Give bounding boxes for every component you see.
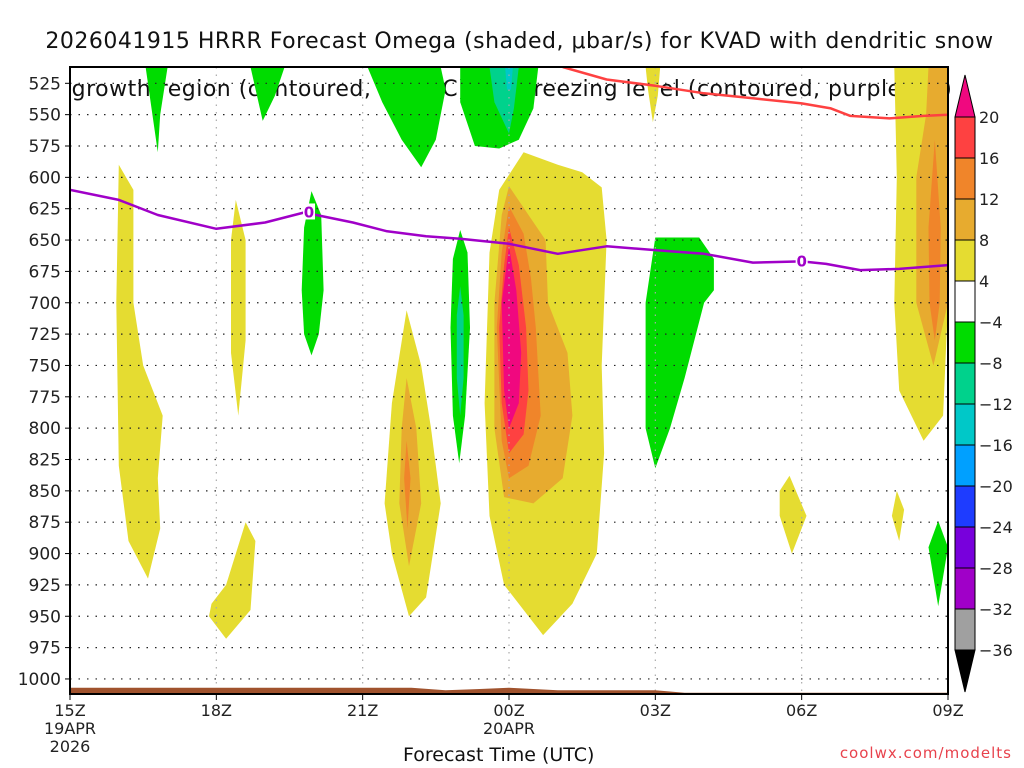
colorbar-label: −16 — [979, 436, 1013, 455]
colorbar-label: −8 — [979, 354, 1003, 373]
omega-region-15 — [399, 378, 422, 567]
colorbar-bin-13 — [954, 608, 976, 651]
omega-region-12 — [231, 199, 246, 416]
omega-region-2 — [367, 67, 446, 168]
y-tick-label: 900 — [29, 545, 61, 565]
colorbar-bin-9 — [954, 444, 976, 487]
y-tick-label: 575 — [29, 137, 61, 157]
colorbar-bin-2 — [954, 157, 976, 200]
y-tick-label: 975 — [29, 639, 61, 659]
y-tick-label: 675 — [29, 262, 61, 282]
colorbar-label: −24 — [979, 518, 1013, 537]
omega-region-21 — [501, 246, 522, 429]
colorbar-label: −4 — [979, 313, 1003, 332]
colorbar-top-arrow — [954, 74, 976, 118]
colorbar-label: 8 — [979, 231, 989, 250]
y-tick-label: 875 — [29, 513, 61, 533]
omega-region-27 — [891, 490, 905, 541]
colorbar-label: −28 — [979, 559, 1013, 578]
colorbar-bin-8 — [954, 403, 976, 446]
omega-region-10 — [928, 520, 948, 607]
freezing-label-bg-1 — [795, 252, 808, 269]
y-tick-label: 700 — [29, 294, 61, 314]
x-tick-label: 15Z — [54, 701, 85, 720]
colorbar-label: 4 — [979, 272, 989, 291]
colorbar-label: −12 — [979, 395, 1013, 414]
freezing-level-contour — [70, 188, 948, 272]
omega-region-13 — [209, 522, 256, 639]
omega-region-8 — [456, 286, 464, 416]
y-tick-label: 525 — [29, 74, 61, 94]
omega-region-0 — [145, 67, 168, 153]
y-tick-label: 850 — [29, 482, 61, 502]
colorbar-label: 16 — [979, 149, 999, 168]
colorbar-bottom-arrow — [954, 649, 976, 693]
y-tick-label: 750 — [29, 356, 61, 376]
chart-title: 2026041915 HRRR Forecast Omega (shaded, … — [0, 6, 1024, 126]
x-tick-label: 03Z — [640, 701, 671, 720]
colorbar-legend: 20 16 12 8 4 −4 −8 −12 −16 −20 −24 −28 −32 −36 — [954, 74, 1013, 693]
x-axis-title: Forecast Time (UTC) — [403, 744, 595, 766]
y-tick-label: 775 — [29, 388, 61, 408]
colorbar-label: 12 — [979, 190, 999, 209]
y-tick-label: 950 — [29, 607, 61, 627]
y-tick-label: 550 — [29, 106, 61, 126]
y-tick-label: 625 — [29, 200, 61, 220]
chart-title-line-1: 2026041915 HRRR Forecast Omega (shaded, … — [45, 29, 994, 54]
omega-region-11 — [116, 164, 163, 579]
x-tick-label: 00Z — [493, 701, 524, 720]
y-tick-label: 925 — [29, 576, 61, 596]
freezing-level-label: 0 — [796, 252, 806, 270]
colorbar-bin-11 — [954, 526, 976, 569]
colorbar-bin-6 — [954, 321, 976, 364]
terrain-fill — [70, 687, 948, 694]
colorbar-bin-12 — [954, 567, 976, 610]
omega-region-1 — [250, 67, 285, 121]
y-tick-label: 725 — [29, 325, 61, 345]
colorbar-bin-10 — [954, 485, 976, 528]
omega-region-9 — [645, 237, 714, 469]
terrain-layer — [70, 687, 948, 694]
colorbar-bin-3 — [954, 198, 976, 241]
omega-region-16 — [404, 440, 411, 529]
colorbar-bin-5 — [954, 280, 976, 323]
x-tick-label: 18Z — [201, 701, 232, 720]
x-tick-sublabel: 19APR — [44, 719, 96, 738]
freezing-level-label: 0 — [304, 203, 314, 221]
freezing-label-bg-0 — [303, 203, 316, 220]
omega-region-6 — [301, 191, 324, 356]
colorbar-bin-1 — [954, 116, 976, 159]
dendritic-growth-contour — [562, 67, 948, 120]
contour-layer: 00 — [70, 67, 948, 272]
omega-region-5 — [505, 67, 513, 90]
colorbar-bin-4 — [954, 239, 976, 282]
omega-region-25 — [928, 139, 941, 341]
colorbar-label: 20 — [979, 108, 999, 127]
omega-region-22 — [645, 67, 661, 123]
colorbar-label: −32 — [979, 600, 1013, 619]
y-tick-label: 600 — [29, 168, 61, 188]
y-tick-label: 1000 — [18, 670, 61, 690]
x-tick-sublabel: 2026 — [50, 737, 91, 756]
y-tick-label: 800 — [29, 419, 61, 439]
grid-lines — [70, 67, 948, 694]
colorbar-bin-7 — [954, 362, 976, 405]
y-tick-label: 825 — [29, 451, 61, 471]
x-tick-label: 06Z — [786, 701, 817, 720]
credit-link[interactable]: coolwx.com/modelts — [839, 744, 1012, 762]
y-tick-label: 650 — [29, 231, 61, 251]
colorbar-label: −20 — [979, 477, 1013, 496]
x-tick-label: 09Z — [932, 701, 963, 720]
x-tick-sublabel: 20APR — [483, 719, 535, 738]
x-tick-label: 21Z — [347, 701, 378, 720]
omega-region-26 — [779, 475, 807, 554]
y-axis: 525 550 575 600 625 650 675 700 725 750 775 800 825 8… — [18, 74, 70, 690]
colorbar-label: −36 — [979, 641, 1013, 660]
